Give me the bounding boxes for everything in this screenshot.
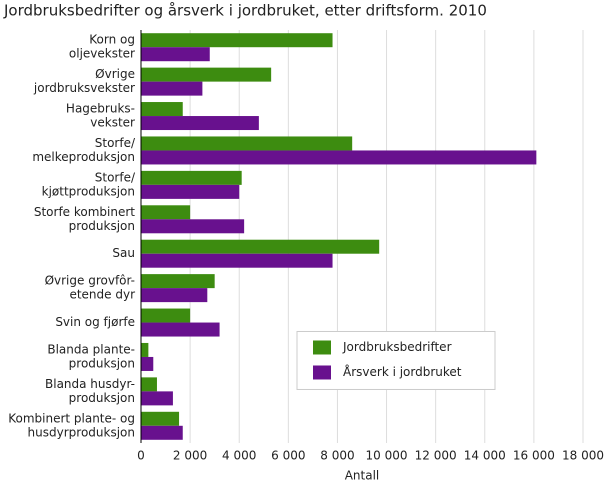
legend-label: Jordbruksbedrifter (342, 340, 452, 354)
legend-label: Årsverk i jordbruket (343, 364, 462, 379)
chart-title: Jordbruksbedrifter og årsverk i jordbruk… (3, 2, 487, 20)
x-tick-label: 16 000 (513, 449, 555, 463)
bar (141, 150, 537, 165)
y-tick-label: Storfe/ (95, 170, 136, 184)
y-tick-label: husdyrproduksjon (28, 425, 135, 439)
bar (141, 184, 240, 199)
x-tick-label: 14 000 (464, 449, 506, 463)
y-tick-label: produksjon (69, 356, 135, 370)
bar (141, 342, 149, 357)
y-tick-label: Storfe/ (95, 136, 136, 150)
y-tick-label: oljevekster (69, 47, 135, 61)
x-tick-label: 10 000 (366, 449, 408, 463)
bar (141, 47, 210, 62)
bar (141, 322, 220, 337)
y-tick-label: melkeproduksjon (32, 150, 135, 164)
x-axis-label: Antall (345, 469, 380, 483)
bar (141, 253, 333, 268)
x-tick-label: 4 000 (222, 449, 256, 463)
x-tick-label: 6 000 (271, 449, 305, 463)
y-tick-label: Blanda plante- (47, 342, 135, 356)
y-tick-label: kjøttproduksjon (42, 184, 135, 198)
bar (141, 136, 353, 151)
y-tick-label: Øvrige (95, 67, 135, 81)
bar (141, 205, 191, 220)
bar (141, 356, 154, 371)
bar (141, 239, 380, 254)
y-tick-label: Kombinert plante- og (8, 411, 135, 425)
bar (141, 81, 203, 96)
x-tick-label: 8 000 (320, 449, 354, 463)
bar (141, 274, 215, 289)
bar (141, 116, 259, 131)
bar (141, 102, 183, 117)
y-tick-label: Blanda husdyr- (45, 377, 135, 391)
bar (141, 425, 183, 440)
y-tick-label: Hagebruks- (66, 102, 135, 116)
legend-swatch (313, 340, 331, 355)
y-tick-label: Storfe kombinert (34, 205, 135, 219)
bar (141, 67, 272, 82)
y-tick-label: Svin og fjørfe (55, 315, 135, 329)
bar (141, 219, 245, 234)
bar (141, 377, 157, 392)
x-tick-label: 2 000 (173, 449, 207, 463)
legend-swatch (313, 365, 331, 380)
bar (141, 411, 180, 426)
bar (141, 170, 242, 185)
y-tick-label: produksjon (69, 219, 135, 233)
y-tick-label: jordbruksvekster (33, 81, 135, 95)
y-tick-label: Korn og (89, 33, 135, 47)
bar (141, 288, 208, 303)
x-tick-label: 12 000 (415, 449, 457, 463)
y-tick-label: vekster (90, 116, 135, 130)
y-tick-label: Sau (112, 246, 135, 260)
bar (141, 308, 191, 323)
y-tick-label: etende dyr (69, 288, 135, 302)
y-tick-label: produksjon (69, 391, 135, 405)
y-tick-label: Øvrige grovfôr- (45, 274, 135, 288)
bar (141, 33, 333, 48)
bar (141, 391, 173, 406)
x-tick-label: 0 (137, 449, 145, 463)
x-tick-label: 18 000 (562, 449, 604, 463)
